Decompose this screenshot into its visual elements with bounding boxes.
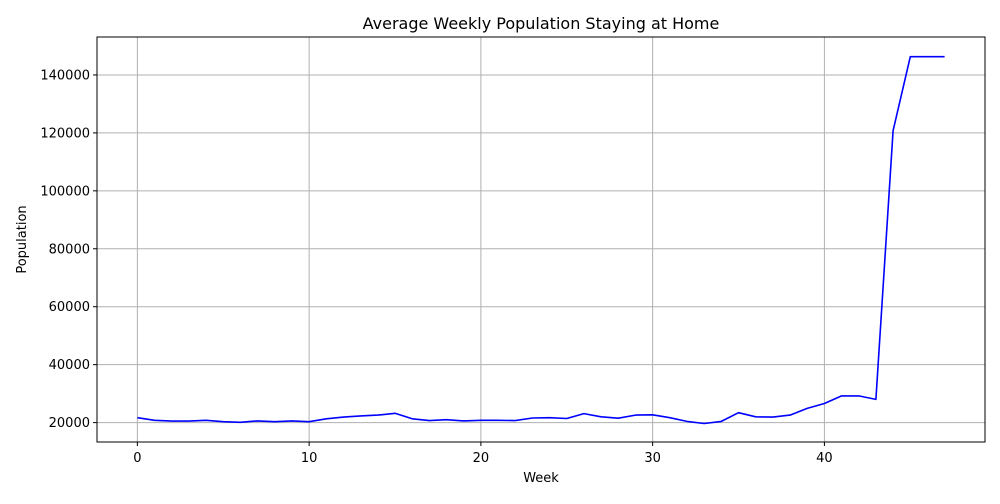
- x-tick-label: 10: [301, 451, 318, 466]
- grid-lines: [97, 37, 985, 442]
- x-tick-label: 20: [473, 451, 490, 466]
- y-tick-label: 140000: [40, 68, 90, 83]
- y-tick-label: 120000: [40, 126, 90, 141]
- y-tick-label: 40000: [49, 358, 90, 373]
- x-tick-label: 0: [133, 451, 141, 466]
- x-axis-label: Week: [523, 471, 559, 486]
- axis-ticks: 0 10 20 30 40 20000 40000 60000 80000 100000 12000…: [40, 68, 832, 466]
- y-tick-label: 100000: [40, 184, 90, 199]
- y-tick-label: 20000: [49, 416, 90, 431]
- y-axis-label: Population: [15, 205, 30, 273]
- y-tick-label: 80000: [49, 242, 90, 257]
- x-tick-label: 30: [644, 451, 661, 466]
- plot-frame: [96, 36, 986, 443]
- chart-title: Average Weekly Population Staying at Hom…: [363, 14, 720, 33]
- y-tick-label: 60000: [49, 300, 90, 315]
- series-layer: [137, 55, 945, 425]
- x-tick-label: 40: [816, 451, 833, 466]
- series-line: [137, 55, 945, 425]
